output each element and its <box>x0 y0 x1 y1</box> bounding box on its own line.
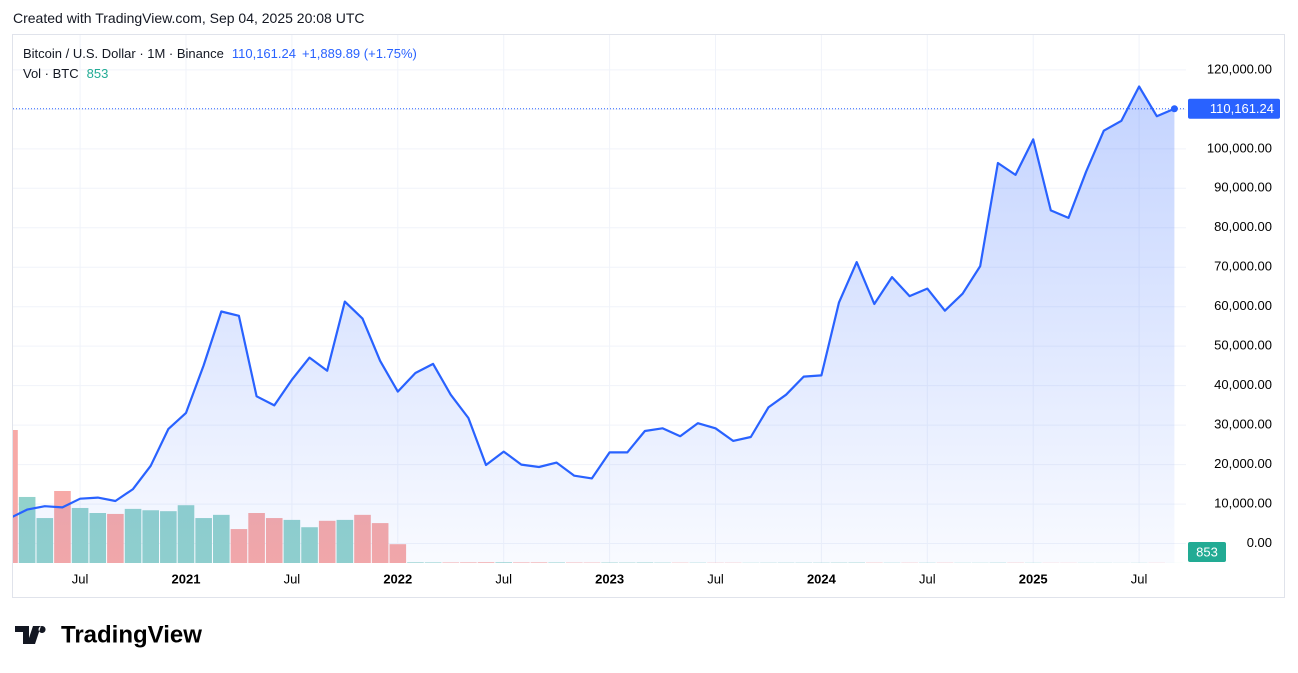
y-tick-label: 50,000.00 <box>1214 338 1272 353</box>
y-tick-label: 20,000.00 <box>1214 456 1272 471</box>
price-line <box>13 85 1175 518</box>
x-tick-label: 2023 <box>595 571 624 586</box>
x-tick-label: 2025 <box>1019 571 1048 586</box>
y-tick-label: 80,000.00 <box>1214 219 1272 234</box>
x-tick-label: Jul <box>72 571 89 586</box>
y-tick-label: 60,000.00 <box>1214 298 1272 313</box>
legend-change: +1,889.89 (+1.75%) <box>301 46 417 61</box>
logo-icon <box>15 626 46 644</box>
volume-title: Vol · BTC <box>23 66 79 81</box>
volume-bar <box>1166 562 1183 563</box>
x-tick-label: 2022 <box>383 571 412 586</box>
legend-main: Bitcoin / U.S. Dollar · 1M · Binance 110… <box>23 46 417 61</box>
area <box>13 86 1175 563</box>
legend-volume: Vol · BTC 853 <box>23 66 108 81</box>
x-tick-label: Jul <box>707 571 724 586</box>
x-tick-label: 2024 <box>807 571 837 586</box>
x-tick-label: Jul <box>284 571 301 586</box>
logo: TradingView <box>15 621 202 648</box>
x-tick-label: Jul <box>495 571 512 586</box>
last-price-label: 110,161.24 <box>1210 101 1274 116</box>
last-price-box <box>1188 98 1280 119</box>
x-tick-label: 2021 <box>172 571 201 586</box>
legend-price: 110,161.24 <box>231 46 296 61</box>
last-point <box>1170 105 1178 113</box>
y-tick-label: 10,000.00 <box>1214 496 1272 511</box>
y-tick-label: 40,000.00 <box>1214 377 1272 392</box>
x-tick-label: Jul <box>1131 571 1148 586</box>
logo-text: TradingView <box>61 621 202 648</box>
volume-bar <box>1113 562 1130 563</box>
y-tick-label: 100,000.00 <box>1207 140 1272 155</box>
volume-label-box <box>1188 542 1226 562</box>
volume-label: 853 <box>1196 544 1218 559</box>
legend-title: Bitcoin / U.S. Dollar · 1M · Binance <box>23 46 224 61</box>
frame <box>12 34 1285 598</box>
volume-bar <box>13 430 18 563</box>
credit: Created with TradingView.com, Sep 04, 20… <box>13 10 365 26</box>
y-tick-label: 70,000.00 <box>1214 259 1272 274</box>
x-tick-label: Jul <box>919 571 936 586</box>
y-tick-label: 0.00 <box>1247 535 1272 550</box>
y-tick-label: 30,000.00 <box>1214 417 1272 432</box>
y-tick-label: 120,000.00 <box>1207 61 1272 76</box>
volume-last: 853 <box>86 66 109 81</box>
y-tick-label: 90,000.00 <box>1214 180 1272 195</box>
